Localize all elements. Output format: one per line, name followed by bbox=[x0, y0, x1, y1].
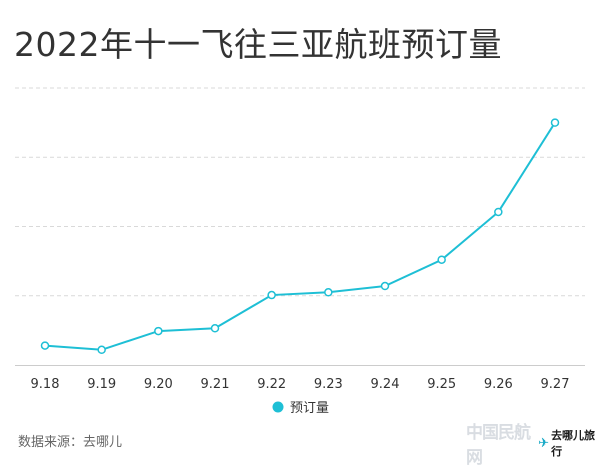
source-note: 数据来源：去哪儿 bbox=[18, 435, 123, 450]
watermark: 中国民航网 ✈ 去哪儿旅行 bbox=[466, 423, 596, 468]
data-point[interactable] bbox=[550, 118, 560, 127]
qunar-logo: ✈ 去哪儿旅行 bbox=[538, 427, 596, 459]
legend-marker bbox=[272, 401, 284, 413]
x-tick-label: 9.19 bbox=[87, 377, 116, 392]
data-point[interactable] bbox=[380, 281, 390, 291]
x-tick-label: 9.23 bbox=[314, 377, 343, 392]
gridlines bbox=[15, 87, 585, 297]
data-point[interactable] bbox=[40, 341, 50, 350]
x-tick-label: 9.21 bbox=[201, 377, 230, 392]
x-tick-labels: 9.18 9.19 9.20 9.21 9.22 9.23 9.24 9.25 9.26 9.27 bbox=[31, 377, 570, 392]
data-point[interactable] bbox=[324, 288, 333, 297]
x-tick-label: 9.24 bbox=[371, 377, 400, 392]
data-points bbox=[40, 118, 560, 355]
x-tick-label: 9.22 bbox=[257, 377, 286, 392]
x-tick-label: 9.20 bbox=[144, 377, 173, 392]
data-point[interactable] bbox=[494, 207, 503, 217]
legend[interactable]: 预订量 bbox=[272, 401, 330, 416]
data-point[interactable] bbox=[154, 326, 163, 336]
watermark-text: 中国民航网 bbox=[466, 423, 531, 468]
data-point[interactable] bbox=[210, 324, 220, 333]
data-point[interactable] bbox=[267, 290, 276, 300]
x-tick-label: 9.27 bbox=[541, 377, 570, 392]
x-tick-label: 9.25 bbox=[427, 377, 456, 392]
logo-text: 去哪儿旅行 bbox=[551, 429, 596, 458]
x-tick-label: 9.18 bbox=[31, 377, 60, 392]
data-point[interactable] bbox=[97, 345, 106, 355]
legend-label: 预订量 bbox=[290, 401, 329, 416]
chart-title: 2022年十一飞往三亚航班预订量 bbox=[14, 25, 502, 64]
x-tick-label: 9.26 bbox=[484, 377, 513, 392]
series-line bbox=[44, 122, 556, 351]
bird-icon: ✈ bbox=[538, 435, 550, 451]
data-point[interactable] bbox=[437, 255, 446, 264]
